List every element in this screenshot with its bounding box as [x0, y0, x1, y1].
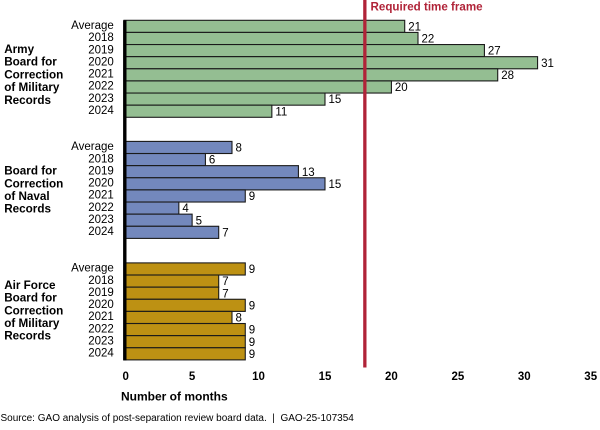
- svg-text:2023: 2023: [88, 93, 114, 105]
- svg-text:15: 15: [328, 94, 341, 106]
- svg-text:Average: Average: [71, 141, 114, 153]
- svg-text:9: 9: [249, 349, 255, 361]
- svg-text:9: 9: [249, 300, 255, 312]
- svg-text:2019: 2019: [88, 165, 114, 177]
- svg-text:2020: 2020: [88, 178, 114, 190]
- svg-text:Records: Records: [4, 94, 51, 107]
- svg-text:10: 10: [252, 371, 265, 383]
- svg-text:Correction: Correction: [4, 304, 63, 317]
- svg-text:2018: 2018: [88, 32, 114, 44]
- svg-text:Board for: Board for: [4, 165, 57, 178]
- svg-text:2024: 2024: [88, 226, 114, 238]
- svg-text:Army: Army: [4, 43, 34, 56]
- svg-text:2022: 2022: [88, 81, 114, 93]
- svg-text:2021: 2021: [88, 311, 114, 323]
- svg-text:Board for: Board for: [4, 292, 57, 305]
- svg-text:8: 8: [235, 313, 241, 325]
- svg-text:of Military: of Military: [4, 317, 60, 330]
- svg-text:2020: 2020: [88, 56, 114, 68]
- svg-text:Board for: Board for: [4, 56, 57, 69]
- svg-text:Required time frame: Required time frame: [371, 1, 484, 14]
- svg-text:2021: 2021: [88, 69, 114, 81]
- svg-text:28: 28: [501, 70, 514, 82]
- svg-text:Number of months: Number of months: [121, 389, 228, 403]
- svg-text:15: 15: [328, 179, 341, 191]
- svg-text:15: 15: [319, 371, 332, 383]
- svg-text:31: 31: [541, 58, 554, 70]
- svg-text:9: 9: [249, 325, 255, 337]
- svg-text:7: 7: [222, 288, 228, 300]
- svg-text:9: 9: [249, 337, 255, 349]
- svg-text:2018: 2018: [88, 153, 114, 165]
- svg-text:9: 9: [249, 264, 255, 276]
- svg-text:6: 6: [209, 155, 215, 167]
- svg-text:2023: 2023: [88, 214, 114, 226]
- svg-text:35: 35: [584, 371, 597, 383]
- svg-text:7: 7: [222, 276, 228, 288]
- svg-text:of Naval: of Naval: [4, 190, 49, 203]
- svg-text:22: 22: [421, 34, 434, 46]
- svg-text:5: 5: [196, 215, 202, 227]
- svg-text:8: 8: [235, 143, 241, 155]
- svg-text:Average: Average: [71, 263, 114, 275]
- svg-text:2024: 2024: [88, 105, 114, 117]
- svg-text:5: 5: [189, 371, 196, 383]
- svg-text:2020: 2020: [88, 299, 114, 311]
- svg-text:2022: 2022: [88, 202, 114, 214]
- svg-text:2022: 2022: [88, 323, 114, 335]
- svg-text:Air Force: Air Force: [4, 279, 56, 292]
- svg-text:Correction: Correction: [4, 68, 63, 81]
- svg-text:Records: Records: [4, 203, 51, 216]
- svg-text:7: 7: [222, 227, 228, 239]
- svg-text:21: 21: [408, 21, 421, 33]
- svg-text:9: 9: [249, 191, 255, 203]
- svg-text:2021: 2021: [88, 190, 114, 202]
- svg-text:0: 0: [122, 371, 128, 383]
- svg-text:Correction: Correction: [4, 177, 63, 190]
- svg-text:13: 13: [302, 167, 315, 179]
- svg-text:Average: Average: [71, 20, 114, 32]
- svg-text:27: 27: [488, 46, 501, 58]
- svg-text:20: 20: [385, 371, 398, 383]
- svg-text:2019: 2019: [88, 44, 114, 56]
- svg-text:4: 4: [182, 203, 189, 215]
- svg-text:Source: GAO analysis of post-s: Source: GAO analysis of post-separation …: [1, 413, 355, 424]
- svg-text:30: 30: [518, 371, 531, 383]
- svg-text:2018: 2018: [88, 275, 114, 287]
- svg-text:Records: Records: [4, 330, 51, 343]
- svg-text:2024: 2024: [88, 348, 114, 360]
- svg-text:2019: 2019: [88, 287, 114, 299]
- svg-text:25: 25: [451, 371, 464, 383]
- svg-text:11: 11: [275, 106, 287, 118]
- svg-text:of Military: of Military: [4, 81, 60, 94]
- svg-text:2023: 2023: [88, 335, 114, 347]
- svg-text:20: 20: [395, 82, 408, 94]
